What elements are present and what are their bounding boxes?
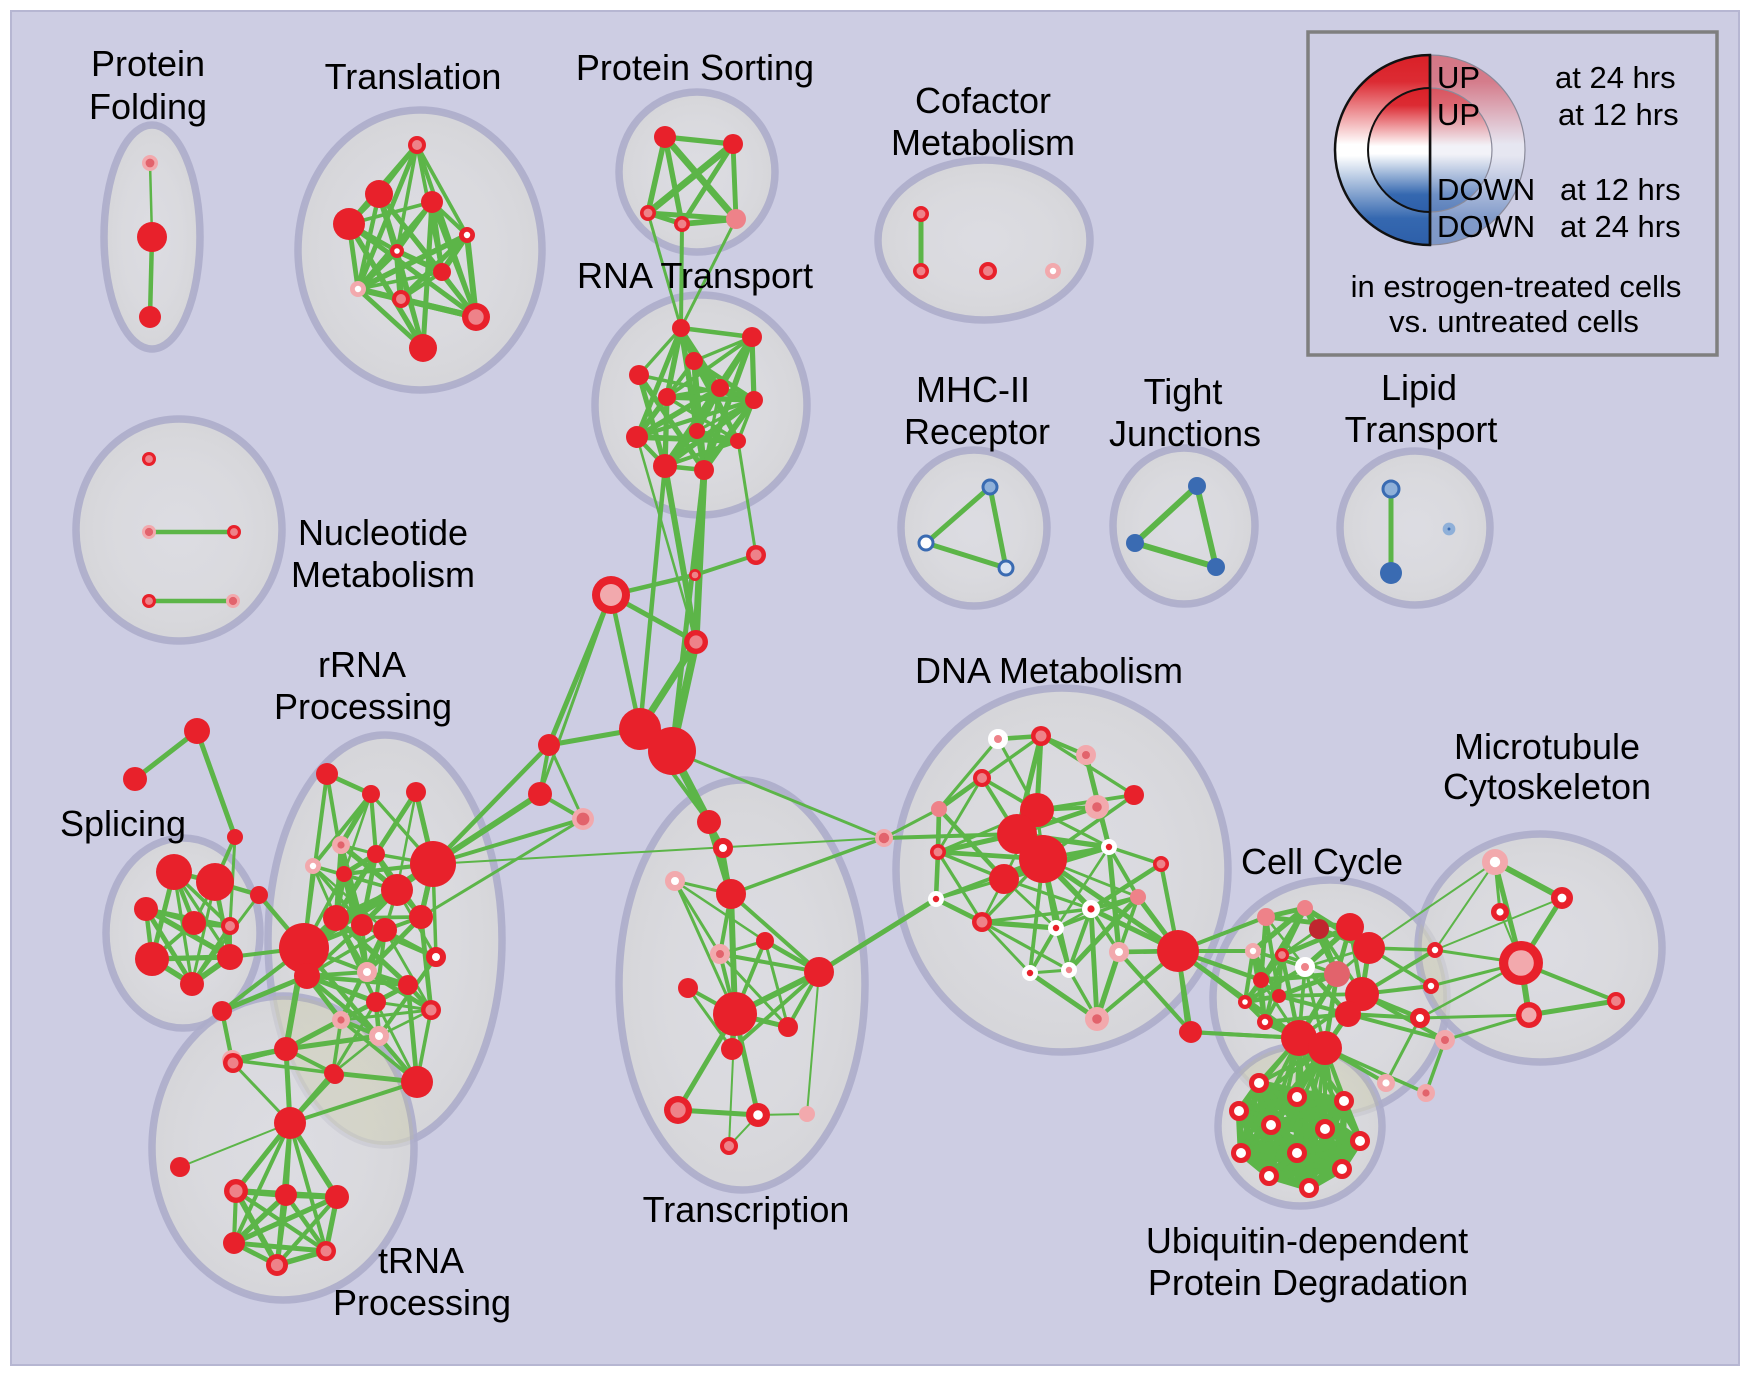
svg-text:Translation: Translation — [325, 56, 502, 97]
svg-text:Protein Degradation: Protein Degradation — [1148, 1262, 1468, 1303]
svg-text:DNA Metabolism: DNA Metabolism — [915, 650, 1183, 691]
svg-text:at 24 hrs: at 24 hrs — [1560, 209, 1681, 244]
svg-text:rRNA: rRNA — [318, 644, 406, 685]
svg-text:Ubiquitin-dependent: Ubiquitin-dependent — [1146, 1220, 1468, 1261]
svg-text:vs. untreated cells: vs. untreated cells — [1389, 304, 1639, 339]
svg-text:Folding: Folding — [89, 86, 207, 127]
svg-text:Cytoskeleton: Cytoskeleton — [1443, 766, 1651, 807]
svg-text:in estrogen-treated cells: in estrogen-treated cells — [1351, 269, 1682, 304]
svg-text:at 12 hrs: at 12 hrs — [1558, 97, 1679, 132]
svg-text:Receptor: Receptor — [904, 411, 1050, 452]
svg-text:UP: UP — [1437, 60, 1480, 95]
svg-text:Protein: Protein — [91, 43, 205, 84]
svg-text:Processing: Processing — [274, 686, 452, 727]
svg-text:Tight: Tight — [1144, 371, 1223, 412]
svg-text:DOWN: DOWN — [1437, 209, 1535, 244]
svg-text:Cell Cycle: Cell Cycle — [1241, 841, 1403, 882]
svg-text:Splicing: Splicing — [60, 803, 186, 844]
svg-text:Protein Sorting: Protein Sorting — [576, 47, 814, 88]
svg-text:at 24 hrs: at 24 hrs — [1555, 60, 1676, 95]
svg-text:Junctions: Junctions — [1109, 413, 1261, 454]
svg-text:Transport: Transport — [1345, 409, 1498, 450]
svg-text:at 12 hrs: at 12 hrs — [1560, 172, 1681, 207]
svg-text:Lipid: Lipid — [1381, 367, 1457, 408]
svg-text:UP: UP — [1437, 97, 1480, 132]
svg-text:Processing: Processing — [333, 1282, 511, 1323]
svg-text:Nucleotide: Nucleotide — [298, 512, 468, 553]
svg-text:MHC-II: MHC-II — [916, 369, 1030, 410]
svg-text:RNA Transport: RNA Transport — [577, 255, 813, 296]
svg-text:tRNA: tRNA — [378, 1240, 464, 1281]
svg-text:Cofactor: Cofactor — [915, 80, 1051, 121]
svg-text:Microtubule: Microtubule — [1454, 726, 1640, 767]
svg-text:DOWN: DOWN — [1437, 172, 1535, 207]
svg-text:Metabolism: Metabolism — [291, 554, 475, 595]
svg-text:Metabolism: Metabolism — [891, 122, 1075, 163]
svg-text:Transcription: Transcription — [643, 1189, 850, 1230]
